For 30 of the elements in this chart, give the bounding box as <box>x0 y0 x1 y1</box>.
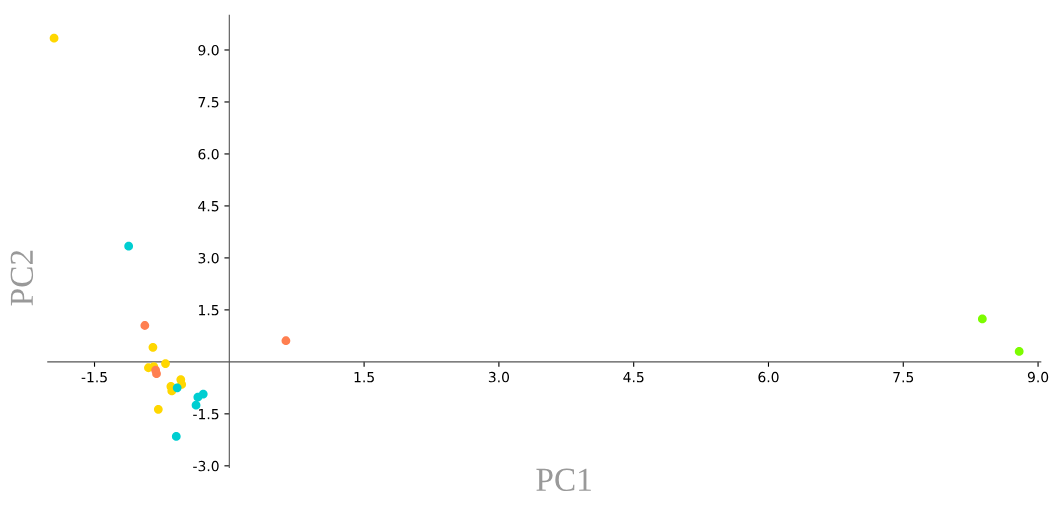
point <box>191 400 201 410</box>
point <box>49 33 59 43</box>
x-tick-label: 7.5 <box>893 372 914 383</box>
point <box>1014 347 1024 356</box>
point <box>171 431 181 441</box>
x-tick-label: 6.0 <box>758 371 779 383</box>
y-axis-title: PC2 <box>10 250 34 306</box>
x-tick-label: 9.0 <box>1027 371 1049 383</box>
y-tick-label: -3.0 <box>193 460 219 472</box>
point <box>281 336 291 346</box>
x-tick-label: -1.5 <box>81 372 107 383</box>
point <box>153 404 163 414</box>
x-tick-label: 3.0 <box>488 371 510 383</box>
y-tick-label: 1.5 <box>199 305 219 316</box>
point <box>148 342 158 352</box>
y-tick-label: 4.5 <box>198 201 219 212</box>
y-tick-label: 3.0 <box>198 252 219 264</box>
y-tick-label: 9.0 <box>198 44 219 56</box>
x-tick-label: 4.5 <box>623 372 644 383</box>
point <box>172 383 182 393</box>
point <box>193 392 203 402</box>
y-tick-label: 7.5 <box>198 97 219 108</box>
y-tick-label: -1.5 <box>193 409 219 420</box>
point <box>161 359 170 368</box>
y-tick-label: 6.0 <box>198 148 219 160</box>
point <box>140 321 150 330</box>
x-tick-label: 1.5 <box>354 372 374 383</box>
point <box>124 241 134 251</box>
x-axis-title: PC1 <box>536 468 591 492</box>
point <box>977 314 987 324</box>
